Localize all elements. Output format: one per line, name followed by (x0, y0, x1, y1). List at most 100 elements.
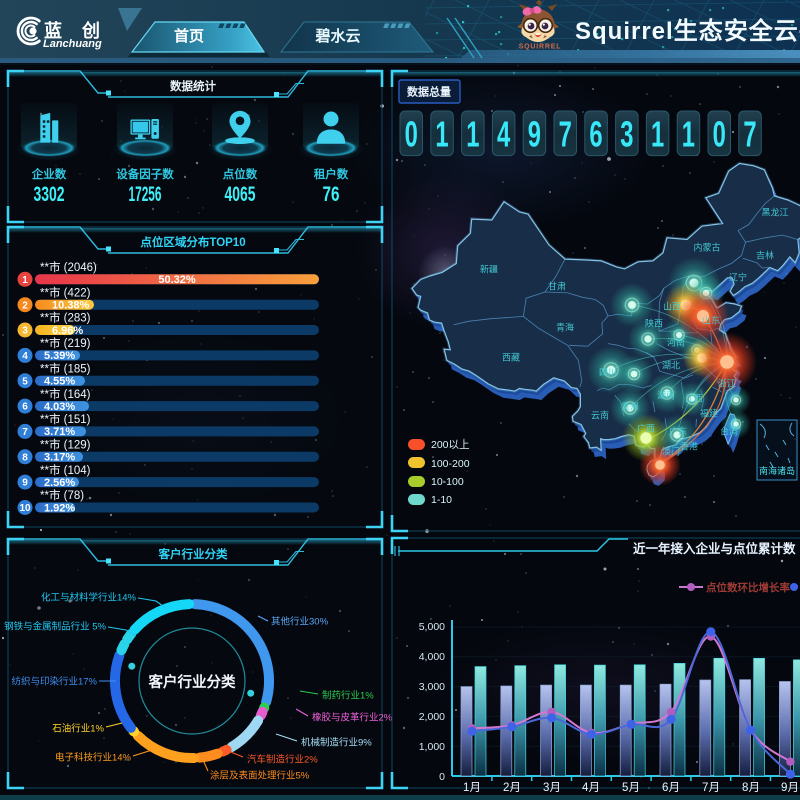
svg-text:3302: 3302 (34, 182, 65, 206)
svg-text:2.56%: 2.56% (44, 477, 75, 489)
svg-text:0: 0 (439, 771, 445, 783)
svg-text:**市 (219): **市 (219) (40, 336, 91, 350)
svg-text:点位区域分布TOP10: 点位区域分布TOP10 (140, 235, 245, 249)
svg-text:Lanchuang: Lanchuang (43, 38, 102, 50)
svg-text:蓝创: 蓝创 (44, 20, 120, 41)
svg-text:3: 3 (620, 115, 633, 155)
svg-text:10: 10 (19, 503, 31, 514)
svg-text:17256: 17256 (129, 182, 162, 206)
svg-text:SQUIRREL: SQUIRREL (519, 44, 562, 51)
svg-text:3月: 3月 (543, 782, 561, 794)
svg-text:3.17%: 3.17% (44, 452, 75, 464)
svg-text:**市 (78): **市 (78) (40, 488, 84, 502)
svg-text:4,000: 4,000 (419, 651, 445, 663)
svg-text:**市 (129): **市 (129) (40, 438, 91, 452)
svg-text:1月: 1月 (463, 782, 481, 794)
svg-text:10-100: 10-100 (431, 476, 464, 488)
svg-text:新疆: 新疆 (480, 264, 498, 275)
svg-text:客户行业分类: 客户行业分类 (158, 547, 228, 561)
svg-text:汽车制造行业2%: 汽车制造行业2% (247, 754, 318, 766)
svg-text:橡胶与皮革行业2%: 橡胶与皮革行业2% (312, 712, 393, 724)
svg-text:租户数: 租户数 (314, 167, 349, 181)
svg-text:纺织与印染行业17%: 纺织与印染行业17% (11, 676, 97, 688)
svg-text:5月: 5月 (622, 782, 640, 794)
svg-text:Squirrel生态安全云平台: Squirrel生态安全云平台 (575, 17, 800, 45)
svg-text:4: 4 (497, 115, 510, 155)
svg-text:1,000: 1,000 (419, 741, 445, 753)
svg-text:9: 9 (22, 478, 28, 489)
svg-text:4月: 4月 (582, 782, 600, 794)
svg-text:青海: 青海 (556, 322, 574, 333)
svg-text:6.96%: 6.96% (52, 325, 83, 337)
svg-text:陕西: 陕西 (645, 318, 663, 329)
svg-text:山东: 山东 (702, 315, 720, 326)
svg-text:0: 0 (405, 115, 418, 155)
svg-text:5,000: 5,000 (419, 621, 445, 633)
svg-text:**市 (164): **市 (164) (40, 387, 91, 401)
svg-text:河南: 河南 (667, 337, 685, 348)
svg-text:**市 (185): **市 (185) (40, 361, 91, 375)
svg-text:9: 9 (528, 115, 541, 155)
svg-text:点位数: 点位数 (223, 167, 258, 181)
svg-text:其他行业30%: 其他行业30% (271, 616, 329, 628)
svg-text:澳门: 澳门 (662, 446, 680, 457)
svg-text:3: 3 (22, 326, 28, 337)
svg-text:7: 7 (743, 115, 756, 155)
svg-text:石油行业1%: 石油行业1% (52, 723, 104, 735)
svg-text:客户行业分类: 客户行业分类 (148, 673, 236, 691)
svg-text:2月: 2月 (503, 782, 521, 794)
svg-text:**市 (151): **市 (151) (40, 412, 91, 426)
svg-text:贵州: 贵州 (621, 401, 639, 412)
svg-text:浙江: 浙江 (718, 378, 736, 389)
svg-text:1: 1 (682, 115, 695, 155)
svg-text:点位数环比增长率: 点位数环比增长率 (706, 581, 790, 594)
svg-text:化工与材料学行业14%: 化工与材料学行业14% (41, 592, 137, 604)
svg-text:湖南: 湖南 (657, 390, 675, 401)
svg-text:碧水云: 碧水云 (314, 27, 360, 45)
svg-text:76: 76 (323, 182, 340, 206)
svg-text:数据总量: 数据总量 (407, 85, 451, 99)
svg-text:2: 2 (22, 300, 28, 311)
svg-text:3,000: 3,000 (419, 681, 445, 693)
svg-text:首页: 首页 (174, 27, 204, 45)
svg-text:江西: 江西 (685, 394, 703, 404)
svg-text:湖北: 湖北 (662, 361, 680, 371)
svg-text:近一年接入企业与点位累计数: 近一年接入企业与点位累计数 (633, 541, 796, 556)
svg-text:1-10: 1-10 (431, 494, 452, 506)
svg-text:6月: 6月 (662, 782, 680, 794)
svg-text:设备因子数: 设备因子数 (116, 167, 174, 181)
svg-text:吉林: 吉林 (756, 250, 774, 261)
svg-text:山西: 山西 (663, 302, 681, 312)
svg-text:南海诸岛: 南海诸岛 (759, 465, 795, 476)
svg-text:**市 (283): **市 (283) (40, 311, 91, 325)
svg-text:**市 (104): **市 (104) (40, 463, 91, 477)
svg-text:企业数: 企业数 (31, 167, 67, 181)
svg-text:制药行业1%: 制药行业1% (322, 690, 374, 702)
svg-text:5.39%: 5.39% (44, 350, 75, 362)
svg-text:10.38%: 10.38% (52, 300, 90, 312)
svg-text:7: 7 (22, 427, 28, 438)
svg-text:4: 4 (22, 351, 28, 362)
svg-text:1: 1 (435, 115, 448, 155)
svg-text:甘肃: 甘肃 (548, 281, 566, 292)
svg-text:数据统计: 数据统计 (170, 79, 216, 93)
svg-text:广东: 广东 (669, 426, 687, 437)
svg-text:福建: 福建 (700, 408, 718, 419)
svg-text:8月: 8月 (742, 782, 760, 794)
svg-text:广西: 广西 (637, 423, 655, 434)
svg-text:黑龙江: 黑龙江 (761, 207, 788, 218)
svg-text:机械制造行业9%: 机械制造行业9% (301, 737, 372, 749)
svg-text:9月: 9月 (781, 782, 799, 794)
svg-text:云南: 云南 (591, 410, 609, 421)
svg-text:**市 (422): **市 (422) (40, 285, 91, 299)
svg-text:涂层及表面处理行业5%: 涂层及表面处理行业5% (210, 770, 310, 782)
svg-text:电子科技行业14%: 电子科技行业14% (55, 752, 132, 764)
svg-text:3.71%: 3.71% (44, 426, 75, 438)
svg-text:6: 6 (22, 402, 28, 413)
svg-text:**市 (2046): **市 (2046) (40, 260, 97, 274)
svg-text:1: 1 (22, 275, 28, 286)
svg-text:1: 1 (651, 115, 664, 155)
svg-text:西藏: 西藏 (502, 352, 520, 363)
svg-text:200以上: 200以上 (431, 439, 470, 451)
svg-text:8: 8 (22, 452, 28, 463)
